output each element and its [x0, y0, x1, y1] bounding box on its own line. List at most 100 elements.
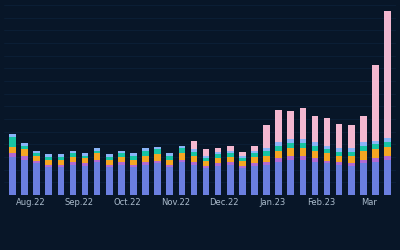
Bar — [372, 162, 379, 195]
Bar — [118, 151, 125, 153]
Bar — [118, 162, 125, 164]
Bar — [191, 156, 197, 162]
Bar — [130, 153, 137, 156]
Bar — [21, 156, 28, 160]
Bar — [384, 156, 391, 160]
Bar — [336, 148, 342, 152]
Bar — [191, 162, 197, 164]
Bar — [46, 167, 52, 195]
Bar — [106, 160, 112, 164]
Bar — [275, 162, 282, 195]
Bar — [9, 157, 16, 195]
Bar — [154, 147, 161, 150]
Bar — [372, 150, 379, 158]
Bar — [239, 156, 246, 158]
Bar — [324, 150, 330, 153]
Bar — [384, 11, 391, 138]
Bar — [336, 124, 342, 148]
Bar — [215, 148, 222, 152]
Bar — [154, 150, 161, 154]
Bar — [191, 150, 197, 152]
Bar — [300, 148, 306, 156]
Bar — [94, 162, 100, 195]
Bar — [372, 144, 379, 150]
Bar — [360, 146, 367, 151]
Bar — [203, 166, 209, 168]
Bar — [58, 167, 64, 195]
Bar — [227, 146, 234, 151]
Bar — [154, 163, 161, 195]
Bar — [215, 163, 222, 166]
Bar — [203, 150, 209, 156]
Bar — [251, 153, 258, 157]
Bar — [348, 166, 354, 195]
Bar — [94, 151, 100, 153]
Bar — [288, 112, 294, 139]
Bar — [239, 158, 246, 161]
Bar — [178, 162, 185, 195]
Bar — [46, 160, 52, 164]
Bar — [21, 143, 28, 146]
Bar — [203, 156, 209, 158]
Bar — [215, 158, 222, 163]
Bar — [166, 167, 173, 195]
Bar — [239, 152, 246, 156]
Bar — [203, 168, 209, 195]
Bar — [251, 166, 258, 195]
Bar — [58, 160, 64, 164]
Bar — [70, 151, 76, 153]
Bar — [239, 166, 246, 168]
Bar — [21, 160, 28, 195]
Bar — [191, 140, 197, 149]
Bar — [142, 148, 149, 151]
Bar — [348, 125, 354, 148]
Bar — [360, 142, 367, 146]
Bar — [263, 151, 270, 156]
Bar — [312, 146, 318, 151]
Bar — [300, 156, 306, 160]
Bar — [372, 158, 379, 162]
Bar — [178, 148, 185, 153]
Bar — [324, 163, 330, 195]
Bar — [21, 146, 28, 150]
Bar — [360, 151, 367, 160]
Bar — [251, 146, 258, 151]
Bar — [82, 153, 88, 156]
Bar — [94, 148, 100, 151]
Bar — [263, 148, 270, 151]
Bar — [215, 166, 222, 195]
Bar — [288, 156, 294, 160]
Bar — [166, 164, 173, 167]
Bar — [70, 157, 76, 162]
Bar — [227, 153, 234, 157]
Bar — [227, 157, 234, 162]
Bar — [191, 152, 197, 156]
Bar — [33, 161, 40, 163]
Bar — [142, 162, 149, 164]
Bar — [384, 160, 391, 195]
Bar — [118, 153, 125, 157]
Bar — [33, 151, 40, 153]
Bar — [348, 148, 354, 152]
Bar — [251, 163, 258, 166]
Bar — [9, 137, 16, 147]
Bar — [288, 148, 294, 156]
Bar — [251, 151, 258, 153]
Bar — [118, 157, 125, 162]
Bar — [348, 152, 354, 156]
Bar — [70, 164, 76, 195]
Bar — [94, 153, 100, 160]
Bar — [336, 152, 342, 156]
Bar — [300, 160, 306, 195]
Bar — [384, 138, 391, 142]
Bar — [9, 147, 16, 153]
Bar — [142, 156, 149, 162]
Bar — [154, 161, 161, 163]
Bar — [360, 116, 367, 142]
Bar — [142, 151, 149, 156]
Bar — [275, 158, 282, 162]
Bar — [82, 166, 88, 195]
Bar — [166, 160, 173, 164]
Bar — [227, 151, 234, 153]
Bar — [58, 164, 64, 167]
